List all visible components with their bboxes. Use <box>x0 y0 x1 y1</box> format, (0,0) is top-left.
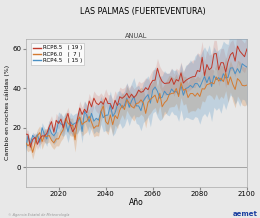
Title: ANUAL: ANUAL <box>125 33 147 39</box>
Text: © Agencia Estatal de Meteorología: © Agencia Estatal de Meteorología <box>8 213 69 217</box>
X-axis label: Año: Año <box>129 198 144 207</box>
Legend: RCP8.5   ( 19 ), RCP6.0   (  7 ), RCP4.5   ( 15 ): RCP8.5 ( 19 ), RCP6.0 ( 7 ), RCP4.5 ( 15… <box>31 43 84 65</box>
Text: LAS PALMAS (FUERTEVENTURA): LAS PALMAS (FUERTEVENTURA) <box>80 7 206 15</box>
Text: aemet: aemet <box>232 211 257 217</box>
Y-axis label: Cambio en noches cálidas (%): Cambio en noches cálidas (%) <box>4 65 10 160</box>
